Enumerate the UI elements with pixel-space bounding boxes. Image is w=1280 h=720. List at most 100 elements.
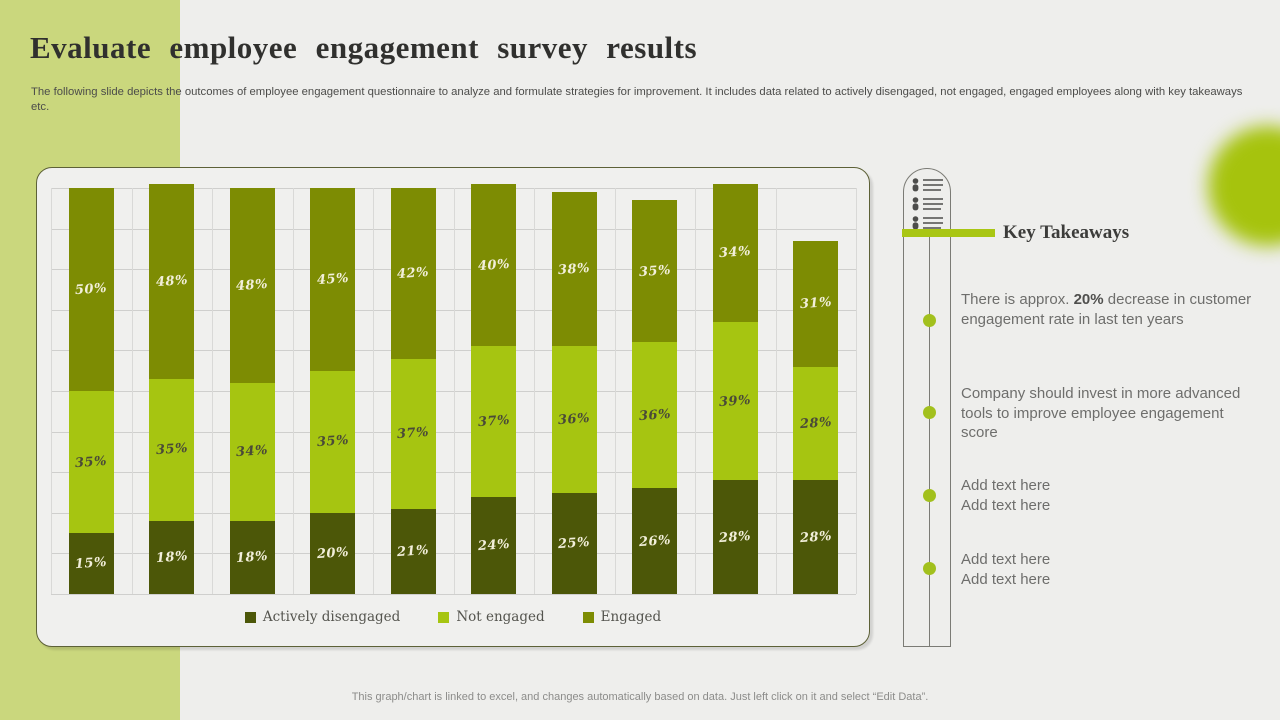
takeaway-text: There is approx. 20% decrease in custome… [961,291,1252,328]
bar-value-label: 26% [638,532,672,550]
bar-value-label: 28% [718,528,752,546]
bar-value-label: 25% [557,534,591,552]
key-takeaways-panel: Key Takeaways There is approx. 20% decre… [902,168,1255,650]
bar-segment[interactable]: 37% [471,346,517,497]
gridline-vertical [131,188,133,594]
legend-swatch-icon [244,611,256,623]
bar-value-label: 35% [155,441,189,459]
bar-segment[interactable]: 15% [68,533,114,594]
bar-value-label: 36% [638,406,672,424]
bar-segment[interactable]: 39% [712,322,758,481]
takeaway-text: Company should invest in more advanced t… [961,385,1241,441]
bullet-dot-icon [923,314,936,327]
bar-segment[interactable]: 38% [551,192,597,347]
bar-value-label: 48% [235,276,269,295]
bar-value-label: 28% [799,414,833,433]
bar-value-label: 35% [638,262,672,280]
bar-segment[interactable]: 50% [68,188,114,391]
bar-value-label: 40% [477,256,511,274]
bar-segment[interactable]: 37% [390,358,436,509]
bullet-dot-icon [923,489,936,502]
gridline-vertical [453,188,455,594]
bar-value-label: 36% [557,410,591,429]
legend-swatch-icon [582,611,594,623]
bar-segment[interactable]: 34% [229,382,275,521]
bar-value-label: 48% [155,272,189,290]
gridline-vertical [212,188,213,594]
bar-segment[interactable]: 35% [149,378,195,521]
bar-value-label: 21% [396,542,430,560]
bar-segment[interactable]: 18% [229,520,275,594]
bar-segment[interactable]: 40% [471,183,517,347]
slide-description: The following slide depicts the outcomes… [31,86,1243,113]
bar-segment[interactable]: 42% [390,188,436,359]
bar-segment[interactable]: 26% [632,488,678,594]
footer-note: This graph/chart is linked to excel, and… [351,691,929,703]
bar-value-label: 50% [74,280,108,299]
bar-value-label: 34% [718,244,752,262]
heading-accent-bar [902,229,995,237]
takeaways-timeline [929,234,930,647]
bar-segment[interactable]: 34% [712,183,758,322]
bar-value-label: 18% [235,548,269,567]
bar-segment[interactable]: 28% [793,366,839,481]
bar-segment[interactable]: 21% [390,508,436,594]
legend-label: Actively disengaged [262,609,401,625]
gridline-vertical [292,188,294,594]
gridline-vertical [373,188,374,594]
bar-value-label: 37% [477,412,511,431]
gridline-horizontal [51,594,856,595]
gridline-vertical [614,188,616,594]
legend-item: Not engaged [438,609,545,625]
bar-value-label: 39% [718,392,752,410]
bar-value-label: 31% [799,295,833,313]
bar-segment[interactable]: 28% [793,480,839,594]
bar-segment[interactable]: 18% [149,520,195,594]
bar-value-label: 35% [316,433,350,451]
takeaway-text: Add text here Add text here [961,477,1051,514]
gridline-vertical [775,188,777,594]
bar-value-label: 37% [396,425,430,443]
gridline-vertical [534,188,535,594]
bar-segment[interactable]: 31% [793,240,839,367]
bar-segment[interactable]: 28% [712,480,758,594]
bar-segment[interactable]: 20% [310,512,356,594]
bar-value-label: 15% [74,554,108,573]
bar-value-label: 42% [396,264,430,282]
bullet-dot-icon [923,562,936,575]
bar-value-label: 38% [557,260,591,278]
legend-item: Actively disengaged [244,609,401,625]
legend-swatch-icon [438,611,450,623]
gridline-vertical [695,188,696,594]
takeaways-capsule-outline [903,168,951,647]
gridline-vertical [51,188,52,594]
bar-value-label: 28% [799,528,833,546]
bar-value-label: 24% [477,536,511,554]
page-title: Evaluate employee engagement survey resu… [30,30,698,65]
takeaway-text: Add text here Add text here [961,551,1051,588]
takeaways-heading: Key Takeaways [1003,222,1130,243]
bar-segment[interactable]: 45% [310,188,356,371]
legend-item: Engaged [582,609,662,625]
bar-segment[interactable]: 36% [551,346,597,493]
bar-segment[interactable]: 24% [471,496,517,594]
engagement-chart[interactable]: 15% 35% 50% 18% 35% 48% 18% 34% 48% 20% 35% 45% 21% 3… [36,167,870,647]
bar-segment[interactable]: 36% [632,342,678,489]
gridline-vertical [856,188,857,594]
bar-segment[interactable]: 35% [632,200,678,343]
legend-label: Engaged [600,609,662,625]
list-people-icon [911,178,945,230]
legend-label: Not engaged [456,609,545,625]
bar-segment[interactable]: 35% [68,391,114,534]
bar-segment[interactable]: 25% [551,492,597,594]
bar-segment[interactable]: 48% [149,183,195,379]
bar-segment[interactable]: 48% [229,188,275,383]
bullet-dot-icon [923,406,936,419]
plot-area: 15% 35% 50% 18% 35% 48% 18% 34% 48% 20% 35% 45% 21% 3… [51,183,857,595]
bar-value-label: 34% [235,443,269,461]
bar-value-label: 35% [74,453,108,471]
bar-segment[interactable]: 35% [310,370,356,513]
bar-value-label: 18% [155,548,189,567]
bar-value-label: 45% [316,270,350,288]
